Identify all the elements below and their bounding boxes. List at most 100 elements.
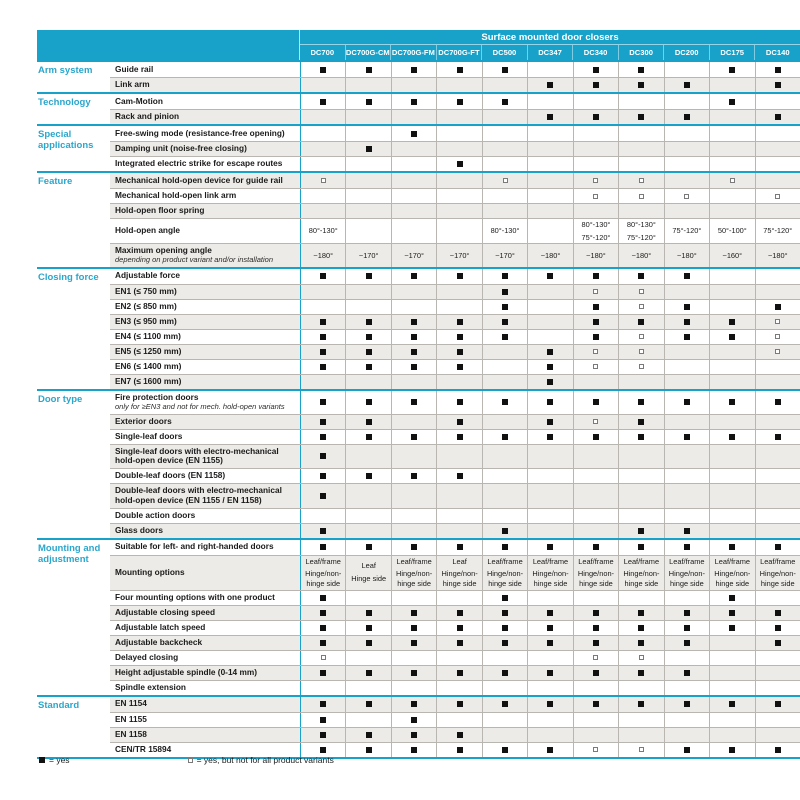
group-category: Standard — [37, 696, 110, 757]
table-cell — [618, 590, 663, 605]
open-square-icon — [593, 655, 599, 660]
filled-square-icon — [547, 363, 554, 370]
row-label: Hold-open angle — [115, 225, 180, 236]
table-cell — [436, 650, 481, 665]
table-cell — [481, 742, 527, 757]
table-cell — [300, 268, 345, 284]
table-cell: Leaf/frame Hinge/non-hinge side — [300, 555, 345, 590]
table-group: Technology Cam-Motion Rack and pinion — [37, 92, 800, 124]
filled-square-icon — [502, 333, 509, 340]
filled-square-icon — [729, 701, 736, 707]
open-square-icon — [187, 757, 193, 763]
table-cell — [345, 329, 390, 344]
table-cell — [481, 374, 527, 389]
table-row: EN 1155 — [110, 711, 800, 727]
table-cell — [436, 620, 481, 635]
table-cell — [527, 696, 572, 712]
row-label: Mounting options — [115, 566, 185, 577]
table-cell — [300, 390, 345, 414]
row-label: EN7 (≤ 1600 mm) — [115, 375, 182, 386]
filled-square-icon — [456, 624, 463, 631]
filled-square-icon — [365, 433, 372, 440]
filled-square-icon — [456, 731, 463, 738]
table-cell — [618, 414, 663, 429]
table-cell — [436, 110, 481, 124]
table-row: EN1 (≤ 750 mm) — [110, 283, 800, 299]
table-cell — [572, 94, 618, 109]
table-cell — [527, 142, 572, 156]
table-cell — [572, 62, 618, 77]
table-cell — [754, 469, 800, 484]
table-cell — [527, 665, 572, 680]
open-square-icon — [775, 319, 781, 325]
table-cell — [436, 635, 481, 650]
table-row: Four mounting options with one product — [110, 589, 800, 605]
table-cell — [436, 429, 481, 444]
table-cell — [618, 329, 663, 344]
table-cell — [345, 665, 390, 680]
table-cell — [754, 696, 800, 712]
table-cell — [618, 94, 663, 109]
table-cell — [663, 268, 709, 284]
table-cell — [709, 126, 754, 141]
table-cell: Leaf/frame Hinge/non-hinge side — [709, 555, 754, 590]
table-cell — [345, 390, 390, 414]
table-cell — [572, 314, 618, 329]
filled-square-icon — [547, 114, 554, 120]
row-label: Double-leaf doors with electro-mechanica… — [115, 485, 282, 505]
table-cell — [527, 94, 572, 109]
group-category: Technology — [37, 94, 110, 124]
filled-square-icon — [774, 701, 781, 707]
filled-square-icon — [411, 609, 418, 616]
table-cell — [709, 204, 754, 218]
table-cell — [709, 329, 754, 344]
table-cell — [572, 268, 618, 284]
table-cell — [345, 314, 390, 329]
row-sublabel: depending on product variant and/or inst… — [115, 255, 274, 265]
filled-square-icon — [683, 639, 690, 646]
table-cell — [572, 173, 618, 188]
table-cell: ~170° — [481, 244, 527, 267]
table-cell — [481, 94, 527, 109]
table-cell — [572, 469, 618, 484]
filled-square-icon — [638, 669, 645, 676]
filled-square-icon — [411, 363, 418, 370]
table-cell — [527, 605, 572, 620]
table-cell — [390, 414, 436, 429]
table-row: Integrated electric strike for escape ro… — [110, 156, 800, 171]
table-cell — [618, 344, 663, 359]
filled-square-icon — [774, 433, 781, 440]
table-cell — [345, 142, 390, 156]
table-cell — [618, 374, 663, 389]
table-cell — [618, 390, 663, 414]
table-cell — [572, 523, 618, 538]
table-cell — [390, 219, 436, 244]
filled-square-icon — [320, 731, 327, 738]
table-cell — [754, 314, 800, 329]
table-cell — [300, 173, 345, 188]
filled-square-icon — [365, 639, 372, 646]
filled-square-icon — [683, 669, 690, 676]
table-row: Adjustable backcheck — [110, 634, 800, 650]
open-square-icon — [320, 178, 326, 183]
row-label: Delayed closing — [115, 651, 179, 662]
table-row: Hold-open floor spring — [110, 203, 800, 218]
open-square-icon — [593, 364, 599, 370]
table-cell — [481, 539, 527, 555]
filled-square-icon — [592, 333, 599, 340]
table-cell — [754, 712, 800, 727]
table-cell — [754, 665, 800, 680]
table-cell — [527, 78, 572, 92]
filled-square-icon — [411, 544, 418, 551]
table-cell — [390, 299, 436, 314]
row-label: EN6 (≤ 1400 mm) — [115, 360, 182, 371]
table-cell — [436, 605, 481, 620]
table-cell — [754, 620, 800, 635]
table-group: Mounting and adjustment Suitable for left… — [37, 537, 800, 695]
table-cell — [345, 605, 390, 620]
filled-square-icon — [592, 669, 599, 676]
table-group: Closing force Adjustable force EN1 (≤ 750 … — [37, 266, 800, 389]
table-cell — [436, 284, 481, 299]
table-cell — [527, 508, 572, 523]
row-label: Four mounting options with one product — [115, 591, 275, 602]
